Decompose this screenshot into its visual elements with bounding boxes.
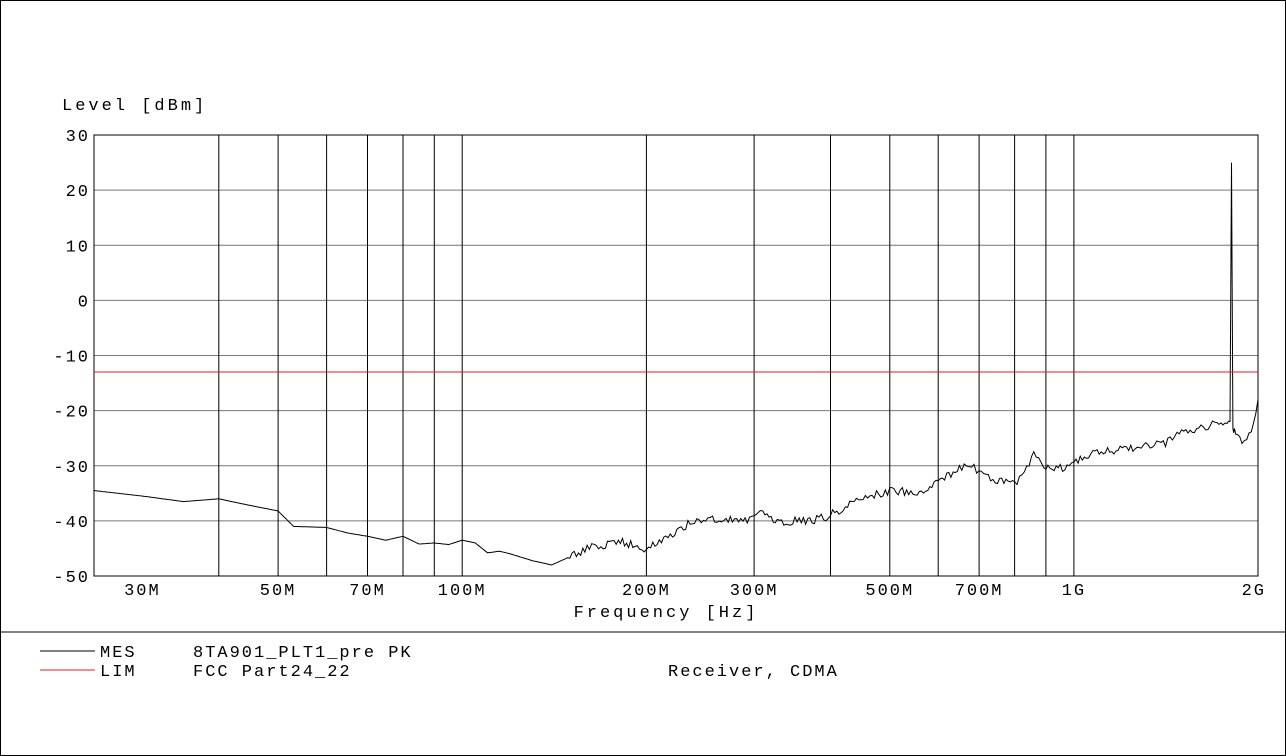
- x-tick-label-2: 70M: [349, 582, 386, 601]
- grid: [94, 134, 1258, 577]
- y-tick-label-8: -50: [53, 569, 90, 588]
- legend-code-mes: MES: [100, 644, 137, 663]
- x-tick-label-0: 30M: [124, 582, 161, 601]
- legend-code-lim: LIM: [100, 663, 137, 682]
- y-axis-label: Level [dBm]: [62, 97, 207, 116]
- y-tick-label-3: 0: [78, 293, 90, 312]
- x-tick-label-8: 1G: [1062, 582, 1086, 601]
- y-tick-label-4: -10: [53, 349, 90, 368]
- y-tick-labels: 30 20 10 0 -10 -20 -30 -40 -50: [53, 128, 90, 588]
- x-axis-label: Frequency [Hz]: [574, 604, 759, 623]
- x-tick-label-9: 2G: [1242, 582, 1266, 601]
- legend-entry-lim: LIM FCC Part24_22 Receiver, CDMA: [40, 663, 839, 682]
- y-tick-label-2: 10: [66, 238, 90, 257]
- y-tick-label-7: -40: [53, 514, 90, 533]
- x-tick-label-7: 700M: [955, 582, 1004, 601]
- legend-entry-mes: MES 8TA901_PLT1_pre PK: [40, 644, 413, 663]
- x-tick-label-4: 200M: [622, 582, 671, 601]
- y-tick-label-1: 20: [66, 183, 90, 202]
- legend-extra-lim: Receiver, CDMA: [668, 663, 839, 682]
- x-tick-label-1: 50M: [260, 582, 297, 601]
- series-line-mes: [93, 162, 1259, 566]
- x-tick-labels: 30M 50M 70M 100M 200M 300M 500M 700M 1G 2G: [124, 582, 1266, 601]
- x-tick-label-6: 500M: [865, 582, 914, 601]
- y-tick-label-6: -30: [53, 459, 90, 478]
- plot-area: [93, 134, 1259, 577]
- x-tick-label-3: 100M: [438, 582, 487, 601]
- y-tick-label-0: 30: [66, 128, 90, 147]
- y-tick-label-5: -20: [53, 404, 90, 423]
- series-layer: [93, 162, 1259, 566]
- legend-name-mes: 8TA901_PLT1_pre PK: [193, 644, 413, 663]
- legend-name-lim: FCC Part24_22: [193, 663, 352, 682]
- x-tick-label-5: 300M: [730, 582, 779, 601]
